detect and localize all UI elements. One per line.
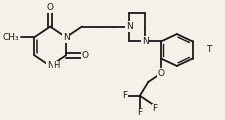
Text: O: O xyxy=(158,69,164,78)
Text: F: F xyxy=(137,108,142,117)
Text: O: O xyxy=(82,51,89,60)
Text: F: F xyxy=(153,104,158,113)
Text: O: O xyxy=(47,3,54,12)
Text: F: F xyxy=(122,91,127,100)
Text: N: N xyxy=(142,37,148,46)
Text: H: H xyxy=(53,61,60,70)
Text: N: N xyxy=(63,33,69,42)
Text: T: T xyxy=(206,45,211,54)
Text: N: N xyxy=(47,61,54,70)
Text: N: N xyxy=(126,22,133,31)
Text: CH₃: CH₃ xyxy=(3,33,20,42)
